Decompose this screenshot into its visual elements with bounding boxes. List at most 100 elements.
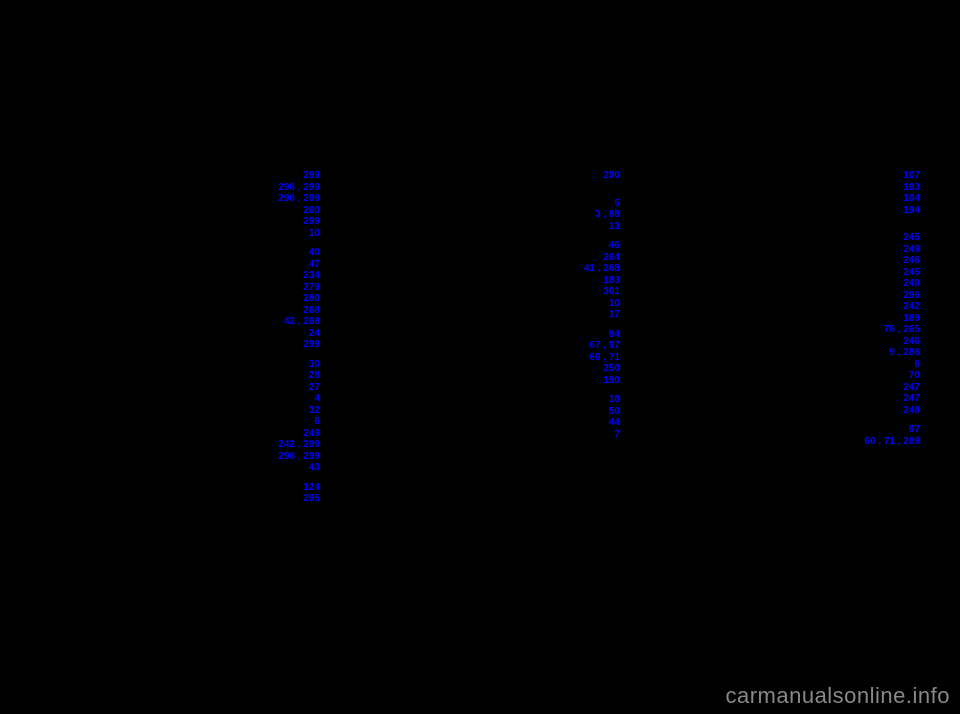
entry-pages[interactable]: 97 xyxy=(909,424,920,436)
index-entry: 6 xyxy=(60,416,320,428)
entry-pages[interactable]: 247 xyxy=(903,393,920,405)
entry-pages[interactable]: 41 , 268 xyxy=(584,263,620,275)
entry-pages[interactable]: 247 xyxy=(903,382,920,394)
entry-pages[interactable]: 18 xyxy=(609,394,620,406)
entry-pages[interactable]: 296 , 299 xyxy=(278,193,320,205)
entry-pages[interactable]: 42 , 268 xyxy=(284,316,320,328)
index-entry: 43 xyxy=(60,462,320,474)
entry-pages[interactable]: 246 xyxy=(903,255,920,267)
entry-pages[interactable]: 10 xyxy=(609,298,620,310)
index-entry: 97 xyxy=(660,424,920,436)
entry-pages[interactable]: 7 xyxy=(614,429,620,441)
entry-pages[interactable]: 189 xyxy=(903,313,920,325)
entry-pages[interactable]: 28 xyxy=(309,370,320,382)
entry-pages[interactable]: 44 xyxy=(609,417,620,429)
entry-pages[interactable]: 249 xyxy=(903,244,920,256)
entry-pages[interactable]: 296 , 299 xyxy=(278,451,320,463)
column-3: 10710310419424524924624524929624218976 ,… xyxy=(660,170,920,505)
index-entry: 104 xyxy=(660,193,920,205)
entry-pages[interactable]: 280 xyxy=(303,293,320,305)
entry-pages[interactable]: 268 xyxy=(303,305,320,317)
entry-pages[interactable]: 249 xyxy=(903,278,920,290)
index-entry: 296 , 299 xyxy=(60,451,320,463)
entry-pages[interactable]: 94 xyxy=(609,329,620,341)
entry-pages[interactable]: 76 , 265 xyxy=(884,324,920,336)
entry-pages[interactable]: 47 xyxy=(309,259,320,271)
entry-pages[interactable]: 5 xyxy=(614,198,620,210)
entry-pages[interactable]: 249 xyxy=(303,428,320,440)
entry-pages[interactable]: 290 xyxy=(603,170,620,182)
index-entry: 295 xyxy=(60,493,320,505)
entry-pages[interactable]: 190 xyxy=(603,375,620,387)
entry-pages[interactable]: 245 xyxy=(903,232,920,244)
entry-pages[interactable]: 3 , 88 xyxy=(595,209,620,221)
entry-pages[interactable]: 13 xyxy=(609,221,620,233)
watermark: carmanualsonline.info xyxy=(725,683,950,709)
index-entry: 280 xyxy=(60,293,320,305)
index-entry: 60 , 71 , 289 xyxy=(660,436,920,448)
entry-pages[interactable]: 6 xyxy=(914,359,920,371)
index-entry: 41 , 268 xyxy=(360,263,620,275)
entry-pages[interactable]: 260 xyxy=(303,205,320,217)
entry-pages[interactable]: 299 xyxy=(303,170,320,182)
entry-pages[interactable]: 250 xyxy=(603,363,620,375)
entry-pages[interactable]: 234 xyxy=(303,270,320,282)
entry-pages[interactable]: 242 , 299 xyxy=(278,439,320,451)
index-columns: 299296 , 299296 , 2992602991040472342792… xyxy=(0,0,960,505)
entry-pages[interactable]: 60 , 71 , 289 xyxy=(864,436,920,448)
entry-pages[interactable]: 296 xyxy=(903,290,920,302)
index-entry: 245 xyxy=(660,232,920,244)
entry-pages[interactable]: 107 xyxy=(903,170,920,182)
index-entry: 32 xyxy=(60,405,320,417)
entry-pages[interactable]: 9 , 286 xyxy=(889,347,920,359)
index-entry: 189 xyxy=(660,313,920,325)
entry-pages[interactable]: 124 xyxy=(303,482,320,494)
entry-pages[interactable]: 43 xyxy=(309,462,320,474)
index-entry: 47 xyxy=(60,259,320,271)
entry-pages[interactable]: 30 xyxy=(309,359,320,371)
index-entry: 94 xyxy=(360,329,620,341)
index-entry: 249 xyxy=(660,278,920,290)
entry-pages[interactable]: 103 xyxy=(903,182,920,194)
entry-pages[interactable]: 301 xyxy=(603,286,620,298)
entry-pages[interactable]: 264 xyxy=(603,252,620,264)
entry-pages[interactable]: 27 xyxy=(309,382,320,394)
entry-pages[interactable]: 10 xyxy=(309,228,320,240)
section-gap xyxy=(660,224,920,232)
entry-pages[interactable]: 245 xyxy=(903,267,920,279)
entry-pages[interactable]: 183 xyxy=(603,275,620,287)
index-entry: 60 , 71 xyxy=(360,352,620,364)
entry-pages[interactable]: 50 xyxy=(609,406,620,418)
entry-pages[interactable]: 299 xyxy=(303,216,320,228)
index-entry: 260 xyxy=(60,205,320,217)
index-entry: 5 xyxy=(360,198,620,210)
entry-pages[interactable]: 279 xyxy=(303,282,320,294)
entry-pages[interactable]: 60 , 71 xyxy=(589,352,620,364)
index-entry: 194 xyxy=(660,205,920,217)
index-entry: 46 xyxy=(360,240,620,252)
entry-pages[interactable]: 67 , 97 xyxy=(589,340,620,352)
entry-pages[interactable]: 242 xyxy=(903,301,920,313)
entry-pages[interactable]: 194 xyxy=(903,205,920,217)
entry-pages[interactable]: 299 xyxy=(303,339,320,351)
index-entry: 247 xyxy=(660,393,920,405)
index-entry: 247 xyxy=(660,382,920,394)
entry-pages[interactable]: 70 xyxy=(909,370,920,382)
entry-pages[interactable]: 295 xyxy=(303,493,320,505)
index-entry: 296 , 299 xyxy=(60,193,320,205)
entry-pages[interactable]: 6 xyxy=(314,416,320,428)
entry-pages[interactable]: 32 xyxy=(309,405,320,417)
index-entry: 242 xyxy=(660,301,920,313)
section-gap xyxy=(360,321,620,329)
entry-pages[interactable]: 104 xyxy=(903,193,920,205)
entry-pages[interactable]: 4 xyxy=(314,393,320,405)
entry-pages[interactable]: 46 xyxy=(609,240,620,252)
entry-pages[interactable]: 248 xyxy=(903,405,920,417)
entry-pages[interactable]: 40 xyxy=(309,247,320,259)
entry-pages[interactable]: 296 , 299 xyxy=(278,182,320,194)
section-gap xyxy=(660,416,920,424)
entry-pages[interactable]: 24 xyxy=(309,328,320,340)
index-entry: 250 xyxy=(360,363,620,375)
entry-pages[interactable]: 17 xyxy=(609,309,620,321)
entry-pages[interactable]: 246 xyxy=(903,336,920,348)
